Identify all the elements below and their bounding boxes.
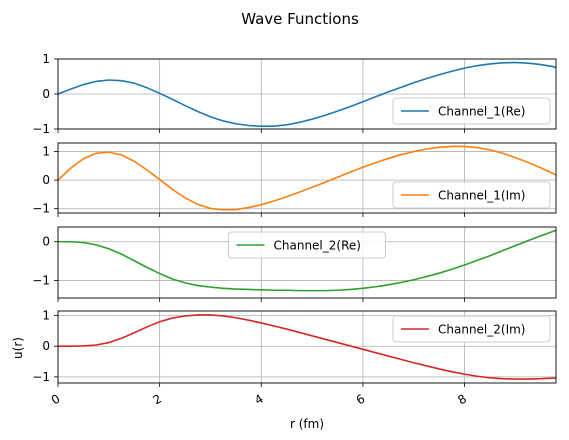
series-line	[58, 145, 556, 211]
x-axis-ticks: 0 2 4 6 8	[49, 391, 469, 407]
legend-box	[392, 181, 551, 209]
y-tick-label: 1	[42, 145, 50, 159]
legend: Channel_2(Im)	[392, 315, 551, 343]
axes-frame	[57, 142, 557, 214]
legend-box	[392, 97, 551, 125]
y-tick-label: 1	[42, 309, 50, 323]
y-tick-label: 0	[42, 235, 50, 249]
axes-frame	[57, 226, 557, 299]
y-tick-label: 0	[42, 87, 50, 101]
legend-label: Channel_1(Re)	[438, 105, 525, 119]
figure-title: Wave Functions	[241, 10, 359, 28]
subplot-panels: −1 0 1 Channel_1(Re) −1 0 1 Channel_1(Im) −1 0 Cha…	[32, 52, 557, 387]
panel-1: −1 0 1 Channel_1(Re)	[32, 52, 557, 136]
y-tick-label: −1	[32, 370, 50, 384]
x-tick-label: 2	[151, 391, 165, 407]
panel-3: −1 0 Channel_2(Re)	[32, 226, 557, 302]
y-tick-label: −1	[32, 274, 50, 288]
legend: Channel_1(Re)	[392, 97, 551, 125]
axes-frame	[57, 58, 557, 130]
legend: Channel_1(Im)	[392, 181, 551, 209]
y-tick-label: 0	[42, 173, 50, 187]
legend-label: Channel_1(Im)	[438, 189, 526, 203]
series-line	[58, 229, 556, 292]
panel-4: −1 0 1 Channel_2(Im)	[32, 309, 557, 387]
y-tick-label: −1	[32, 122, 50, 136]
x-axis-label: r (fm)	[290, 417, 324, 431]
x-tick-label: 8	[455, 391, 469, 407]
y-tick-label: 0	[42, 339, 50, 353]
legend: Channel_2(Re)	[228, 231, 386, 259]
series-line	[58, 314, 556, 380]
panel-2: −1 0 1 Channel_1(Im)	[32, 142, 557, 217]
x-tick-label: 4	[252, 391, 266, 407]
legend-box	[228, 231, 386, 259]
y-tick-label: −1	[32, 202, 50, 216]
x-tick-label: 6	[354, 391, 368, 407]
legend-label: Channel_2(Re)	[274, 239, 361, 253]
series-line	[58, 61, 556, 127]
legend-box	[392, 315, 551, 343]
y-axis-label: u(r)	[11, 337, 25, 359]
x-tick-label: 0	[49, 391, 63, 407]
y-tick-label: 1	[42, 52, 50, 66]
legend-label: Channel_2(Im)	[438, 323, 526, 337]
axes-frame	[57, 310, 557, 384]
